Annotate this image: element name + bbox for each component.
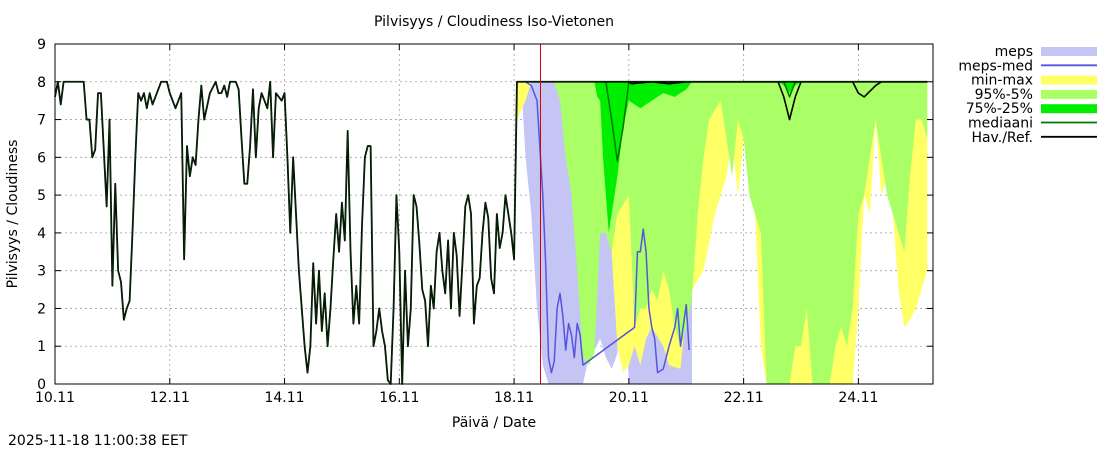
- y-tick-label: 9: [37, 37, 46, 53]
- x-tick-label: 12.11: [150, 390, 190, 406]
- x-tick-label: 10.11: [35, 390, 75, 406]
- band-75-25--2: [778, 81, 802, 94]
- x-tick-label: 24.11: [838, 390, 878, 406]
- timestamp: 2025-11-18 11:00:38 EET: [8, 433, 188, 449]
- line-meps-med: [525, 81, 690, 374]
- legend-label: meps-med: [958, 58, 1033, 74]
- plot-frame: [54, 43, 934, 385]
- y-tick-label: 5: [37, 188, 46, 204]
- y-tick-label: 1: [37, 339, 46, 355]
- x-tick-label: 14.11: [264, 390, 304, 406]
- legend-label: Hav./Ref.: [971, 130, 1033, 146]
- y-tick-label: 2: [37, 301, 46, 317]
- legend-swatch: [1041, 75, 1097, 85]
- legend-label: 95%-5%: [975, 87, 1033, 103]
- y-tick-label: 3: [37, 264, 46, 280]
- y-tick-label: 8: [37, 75, 46, 91]
- legend-label: meps: [995, 44, 1033, 60]
- y-axis: 0 1 2 3 4 5 6 7 8 9: [37, 37, 933, 393]
- legend-swatch: [1041, 47, 1097, 56]
- legend-swatch: [1041, 104, 1097, 114]
- band-75-25-: [594, 81, 692, 233]
- line-mediaani: [516, 81, 928, 162]
- series-lines: [54, 80, 928, 386]
- x-axis: 10.11 12.11 14.11 16.11 18.11 20.11 22.11 24.11: [35, 44, 878, 406]
- y-tick-label: 7: [37, 113, 46, 129]
- legend-swatch: [1041, 89, 1097, 99]
- x-axis-label: Päivä / Date: [452, 415, 536, 431]
- legend: mepsmeps-medmin-max95%-5%75%-25%mediaani…: [958, 44, 1097, 146]
- y-tick-label: 6: [37, 150, 46, 166]
- x-tick-label: 22.11: [724, 390, 764, 406]
- x-tick-label: 16.11: [379, 390, 419, 406]
- chart-title: Pilvisyys / Cloudiness Iso-Vietonen: [374, 14, 614, 30]
- line-hav-ref-forecast: [628, 80, 928, 121]
- line-obs-overlay: [54, 80, 928, 386]
- legend-label: min-max: [971, 73, 1033, 89]
- legend-label: 75%-25%: [966, 101, 1033, 117]
- y-axis-label: Pilvisyys / Cloudiness: [5, 140, 21, 289]
- legend-label: mediaani: [968, 116, 1033, 132]
- y-tick-label: 4: [37, 226, 46, 242]
- x-tick-label: 18.11: [494, 390, 534, 406]
- x-tick-label: 20.11: [609, 390, 649, 406]
- y-tick-label: 0: [37, 377, 46, 393]
